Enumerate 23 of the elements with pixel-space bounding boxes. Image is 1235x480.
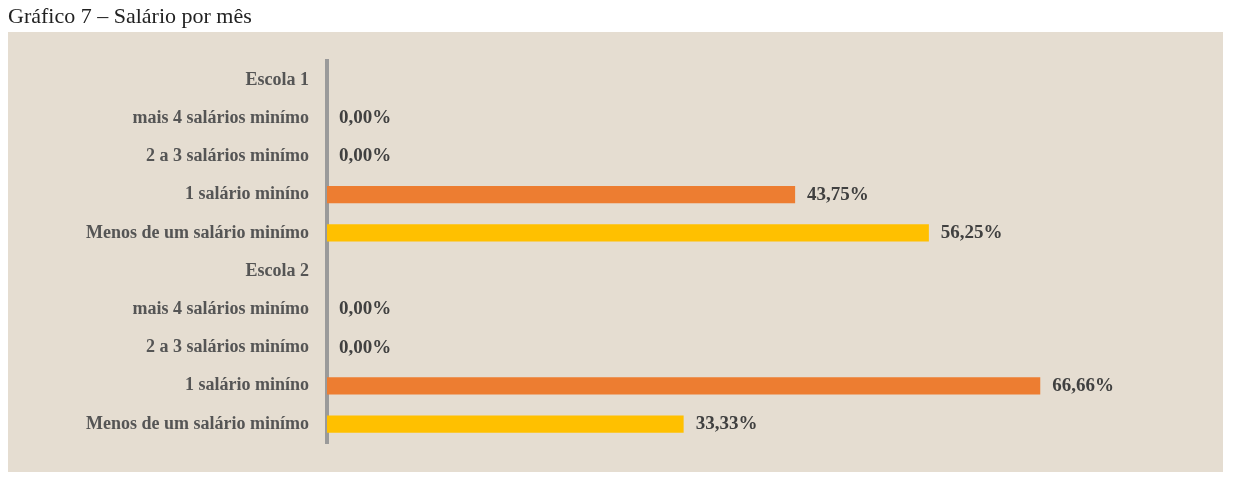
text: Gráfico 7 – Salário por mês [7,2,253,30]
data-label: 66,66% [1052,373,1115,395]
data-label: 56,25% [940,220,1003,242]
bar [327,224,929,242]
data-label: 0,00% [339,335,392,357]
y-tick-label: Escola 1 [245,68,309,89]
y-tick-label: 2 a 3 salários minímo [145,145,309,166]
y-tick-label: 2 a 3 salários minímo [145,336,309,357]
y-tick-label: 1 salário miníno [184,374,309,395]
y-tick-label: Escola 2 [245,259,309,280]
data-label: 33,33% [695,411,758,433]
data-label: 0,00% [339,106,392,128]
y-tick-label: mais 4 salários minímo [132,298,309,319]
y-tick-label: Menos de um salário minímo [86,221,309,242]
y-tick-label: 1 salário miníno [184,183,309,204]
y-tick-label: mais 4 salários minímo [132,106,309,127]
data-label: 0,00% [339,297,392,319]
bar [327,377,1041,395]
bar [327,186,796,204]
bar [327,415,684,433]
data-label: 0,00% [339,144,392,166]
y-tick-label: Menos de um salário minímo [86,412,309,433]
data-label: 43,75% [807,182,869,204]
